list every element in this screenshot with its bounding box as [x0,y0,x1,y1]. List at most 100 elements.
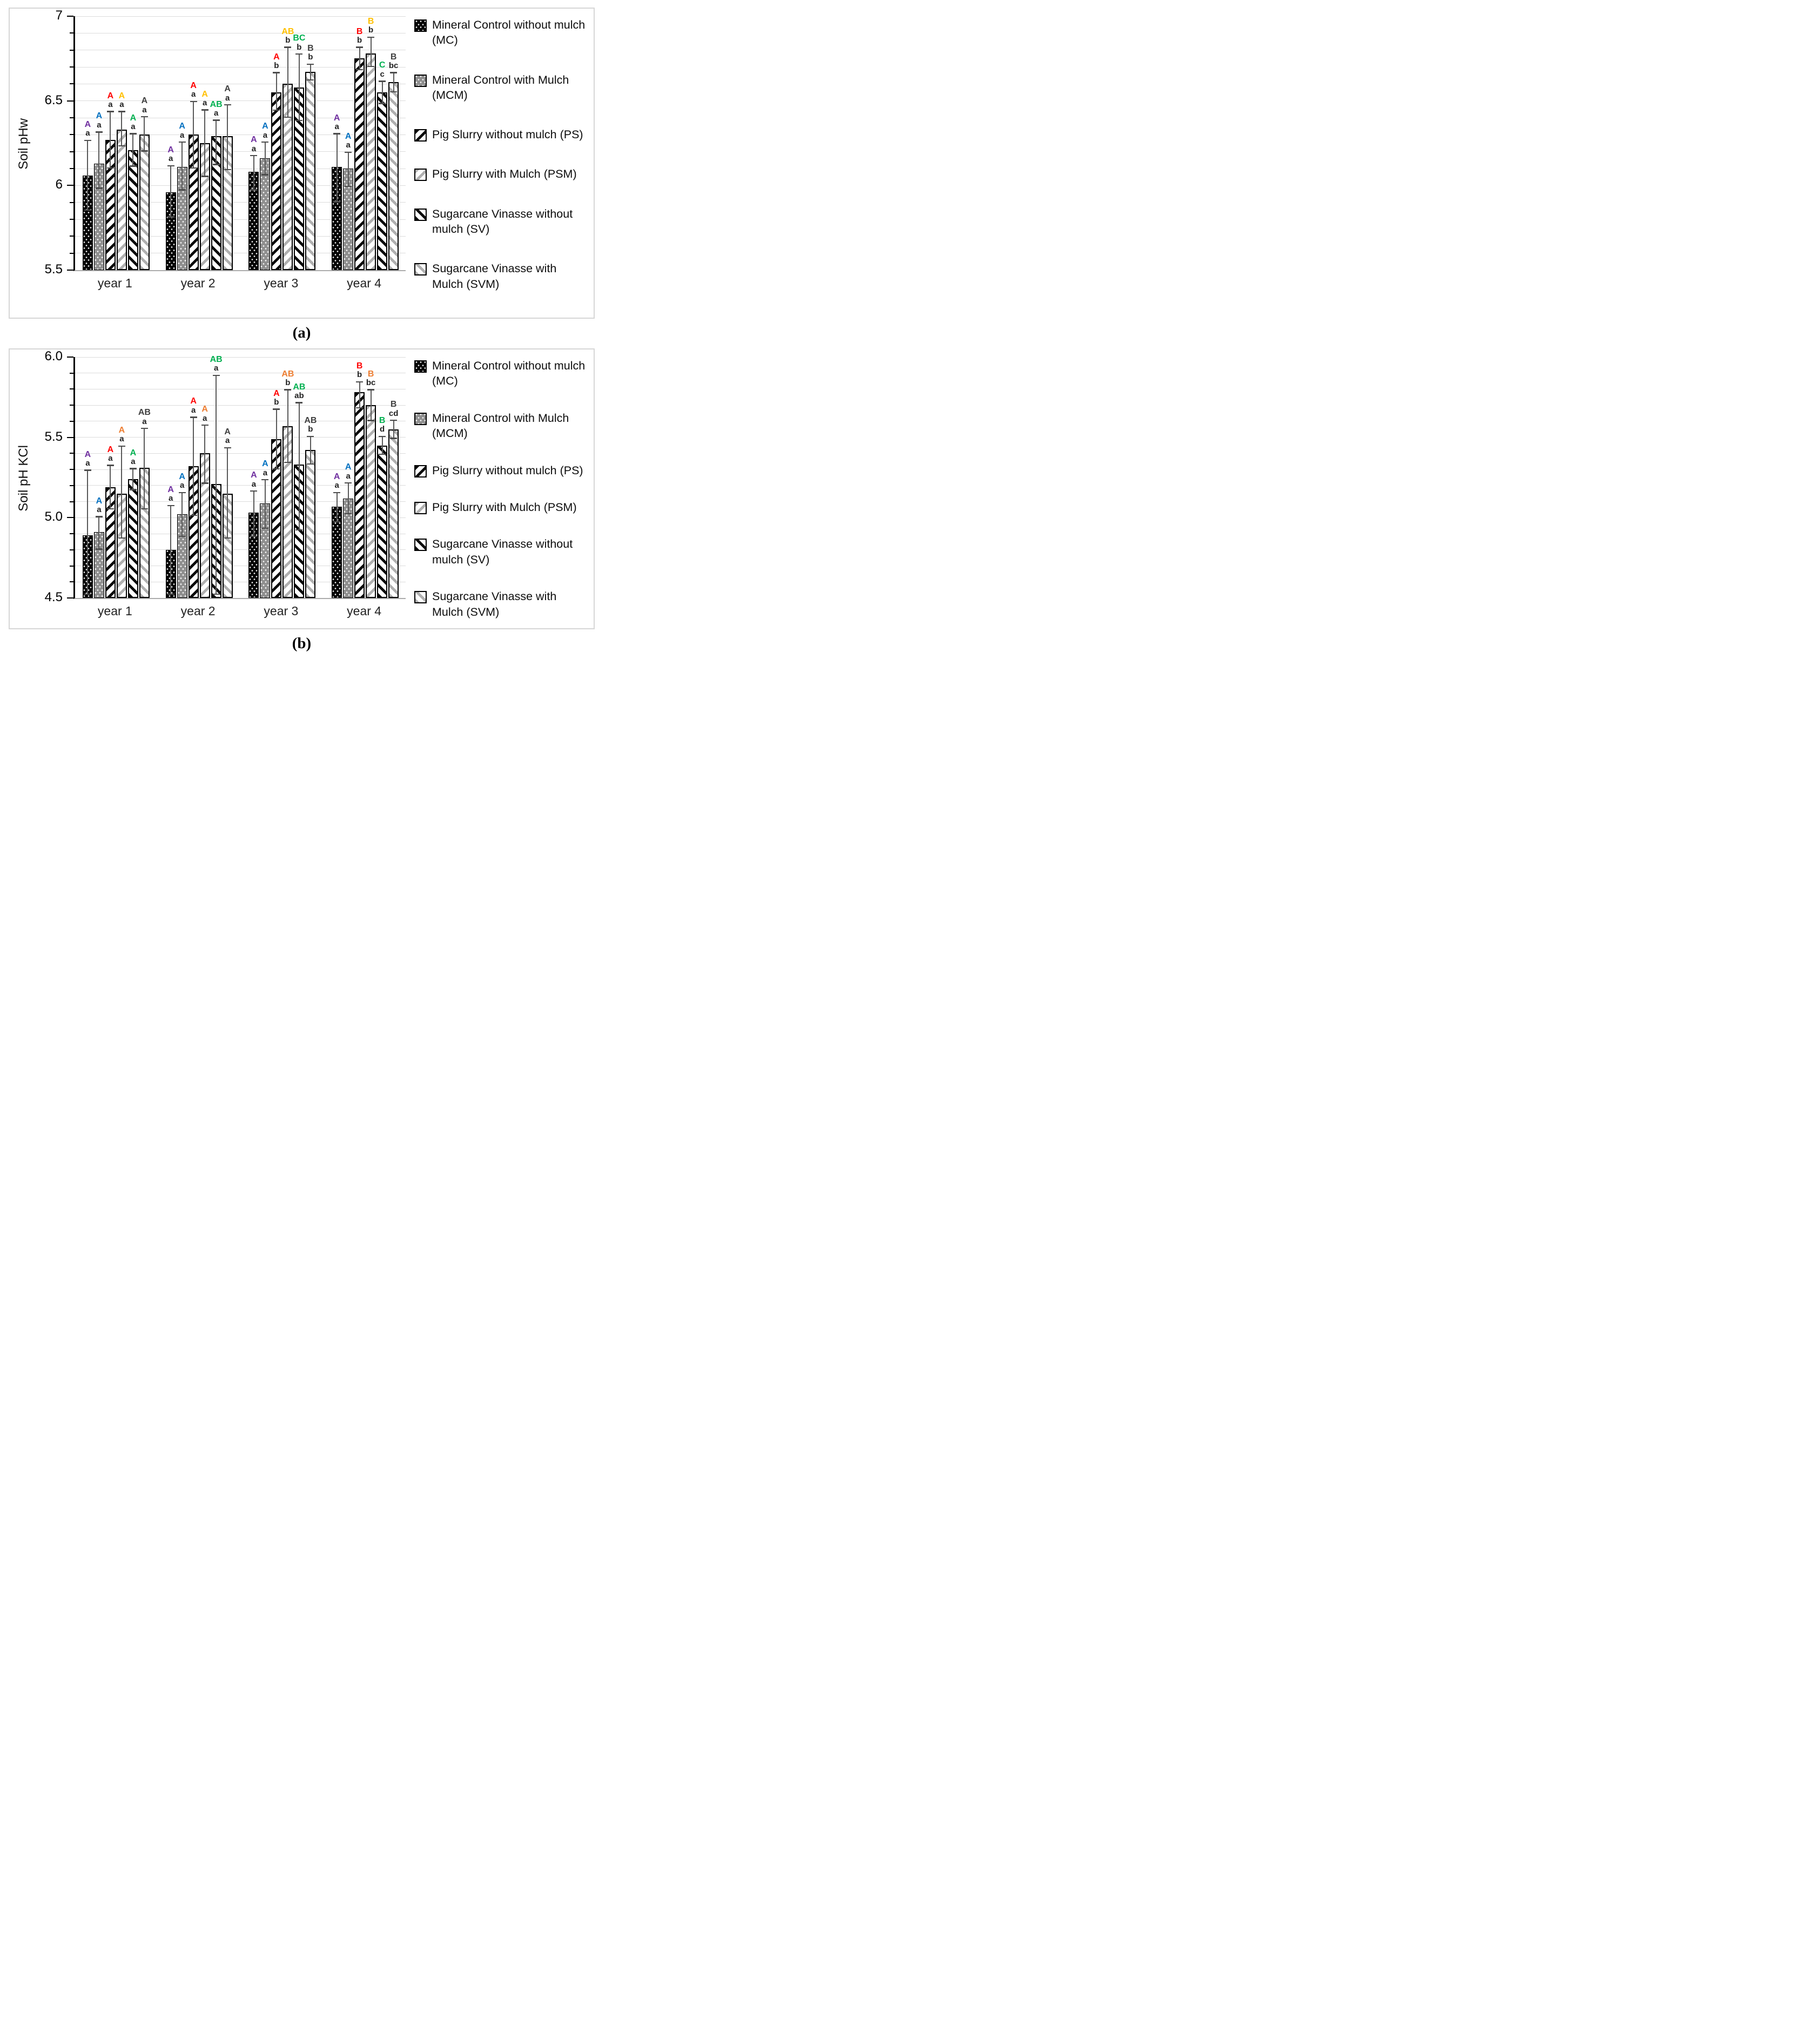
y-axis-tick-label: 5.5 [44,262,63,277]
y-axis-minor-tick [70,151,73,152]
error-bar-bottom-cap [129,165,137,167]
y-axis-minor-tick [70,219,73,220]
error-bar-bottom-cap [190,514,197,516]
error-bar-line [347,151,349,187]
significance-letter-lower: a [346,140,351,150]
significance-letter-upper: A [251,135,257,145]
significance-letter-lower: a [85,129,90,138]
error-bar-top-cap [140,116,148,118]
error-bar-line [381,80,383,104]
error-bar-top-cap [129,468,137,469]
error-bar-top-cap [261,141,269,143]
significance-letter-upper: A [273,388,280,398]
significance-letter-upper: A [107,91,114,100]
significance-letter-lower: b [285,36,291,45]
significance-letter-upper: A [84,449,91,459]
error-bar-bottom-cap [106,167,114,169]
legend-b: Mineral Control without mulch (MC) Minera… [406,357,590,623]
error-bar-SVM-year-4 [390,419,398,439]
significance-letter-upper: C [379,60,386,70]
significance-letter-upper: A [179,472,185,482]
significance-letter-upper: BC [293,33,306,43]
error-bar-SV-year-4 [379,80,386,104]
error-bar-top-cap [356,381,364,383]
error-bar-line [87,139,89,211]
y-axis-title-b: Soil pH KCl [13,357,35,599]
legend-item: Sugarcane Vinasse without mulch (SV) [414,206,589,237]
significance-letters-SVM-year-3: AB b [304,416,317,433]
legend-item: Sugarcane Vinasse with Mulch (SVM) [414,589,589,620]
error-bar-SVM-year-3 [307,435,314,465]
error-bar-line [370,389,372,421]
diagonal-down-black-swatch-icon [414,208,427,221]
diagonal-down-gray-swatch-icon [414,263,427,276]
error-bar-top-cap [190,100,197,103]
error-bar-line [309,63,311,81]
error-bar-line [110,465,111,510]
bar-SV-year-1 [127,150,138,270]
significance-letter-upper: A [262,459,268,469]
significance-letter-lower: a [168,494,173,503]
error-bar-PS-year-3 [273,72,280,111]
error-bar-line [193,416,194,516]
y-axis-title-text: Soil pH KCl [16,445,31,512]
y-axis-minor-tick [70,252,73,254]
error-bar-PSM-year-2 [201,424,208,484]
significance-letter-lower: a [225,93,230,103]
significance-letter-upper: A [130,113,137,123]
error-bar-top-cap [84,139,91,142]
significance-letter-upper: B [356,26,363,36]
significance-letter-upper: AB [210,99,223,109]
x-axis-labels-a: year 1 year 2 year 3 year 4 [73,271,406,295]
error-bar-PSM-year-2 [201,109,208,177]
bar-SVM-year-1 [139,135,150,270]
significance-letter-lower: a [179,130,185,140]
y-axis-title-text: Soil pHw [16,118,31,170]
diagonal-down-black-swatch-icon [414,539,427,552]
significance-letter-upper: B [356,361,363,371]
error-bar-PSM-year-1 [118,445,125,539]
error-bar-bottom-cap [284,116,292,118]
significance-letter-upper: A [96,111,103,121]
error-bar-line [227,104,228,171]
error-bar-PSM-year-3 [284,389,292,463]
gridline [75,151,406,152]
x-axis-labels-b: year 1 year 2 year 3 year 4 [73,599,406,623]
significance-letter-lower: b [308,52,313,62]
significance-letter-lower: a [131,456,136,466]
error-bar-top-cap [390,419,398,421]
significance-letter-upper: A [251,470,257,480]
gridline [75,357,406,358]
significance-letter-lower: b [357,370,362,380]
x-axis-label: year 4 [347,275,382,290]
error-bar-bottom-cap [190,167,197,169]
error-bar-bottom-cap [140,508,148,510]
error-bar-bottom-cap [345,185,352,187]
error-bar-line [204,109,206,177]
significance-letter-lower: a [119,100,124,110]
error-bar-top-cap [95,131,103,133]
y-axis-title-a: Soil pHw [13,16,35,271]
error-bar-bottom-cap [84,209,91,211]
gridline [75,202,406,203]
y-axis-tick-label: 6.0 [44,349,63,364]
significance-letter-lower: a [108,100,113,110]
error-bar-SV-year-1 [129,468,137,490]
significance-letter-lower: b [357,36,362,45]
error-bar-top-cap [250,154,258,157]
error-bar-bottom-cap [333,521,341,523]
y-axis-major-tick [67,100,73,102]
error-bar-line [204,424,206,484]
